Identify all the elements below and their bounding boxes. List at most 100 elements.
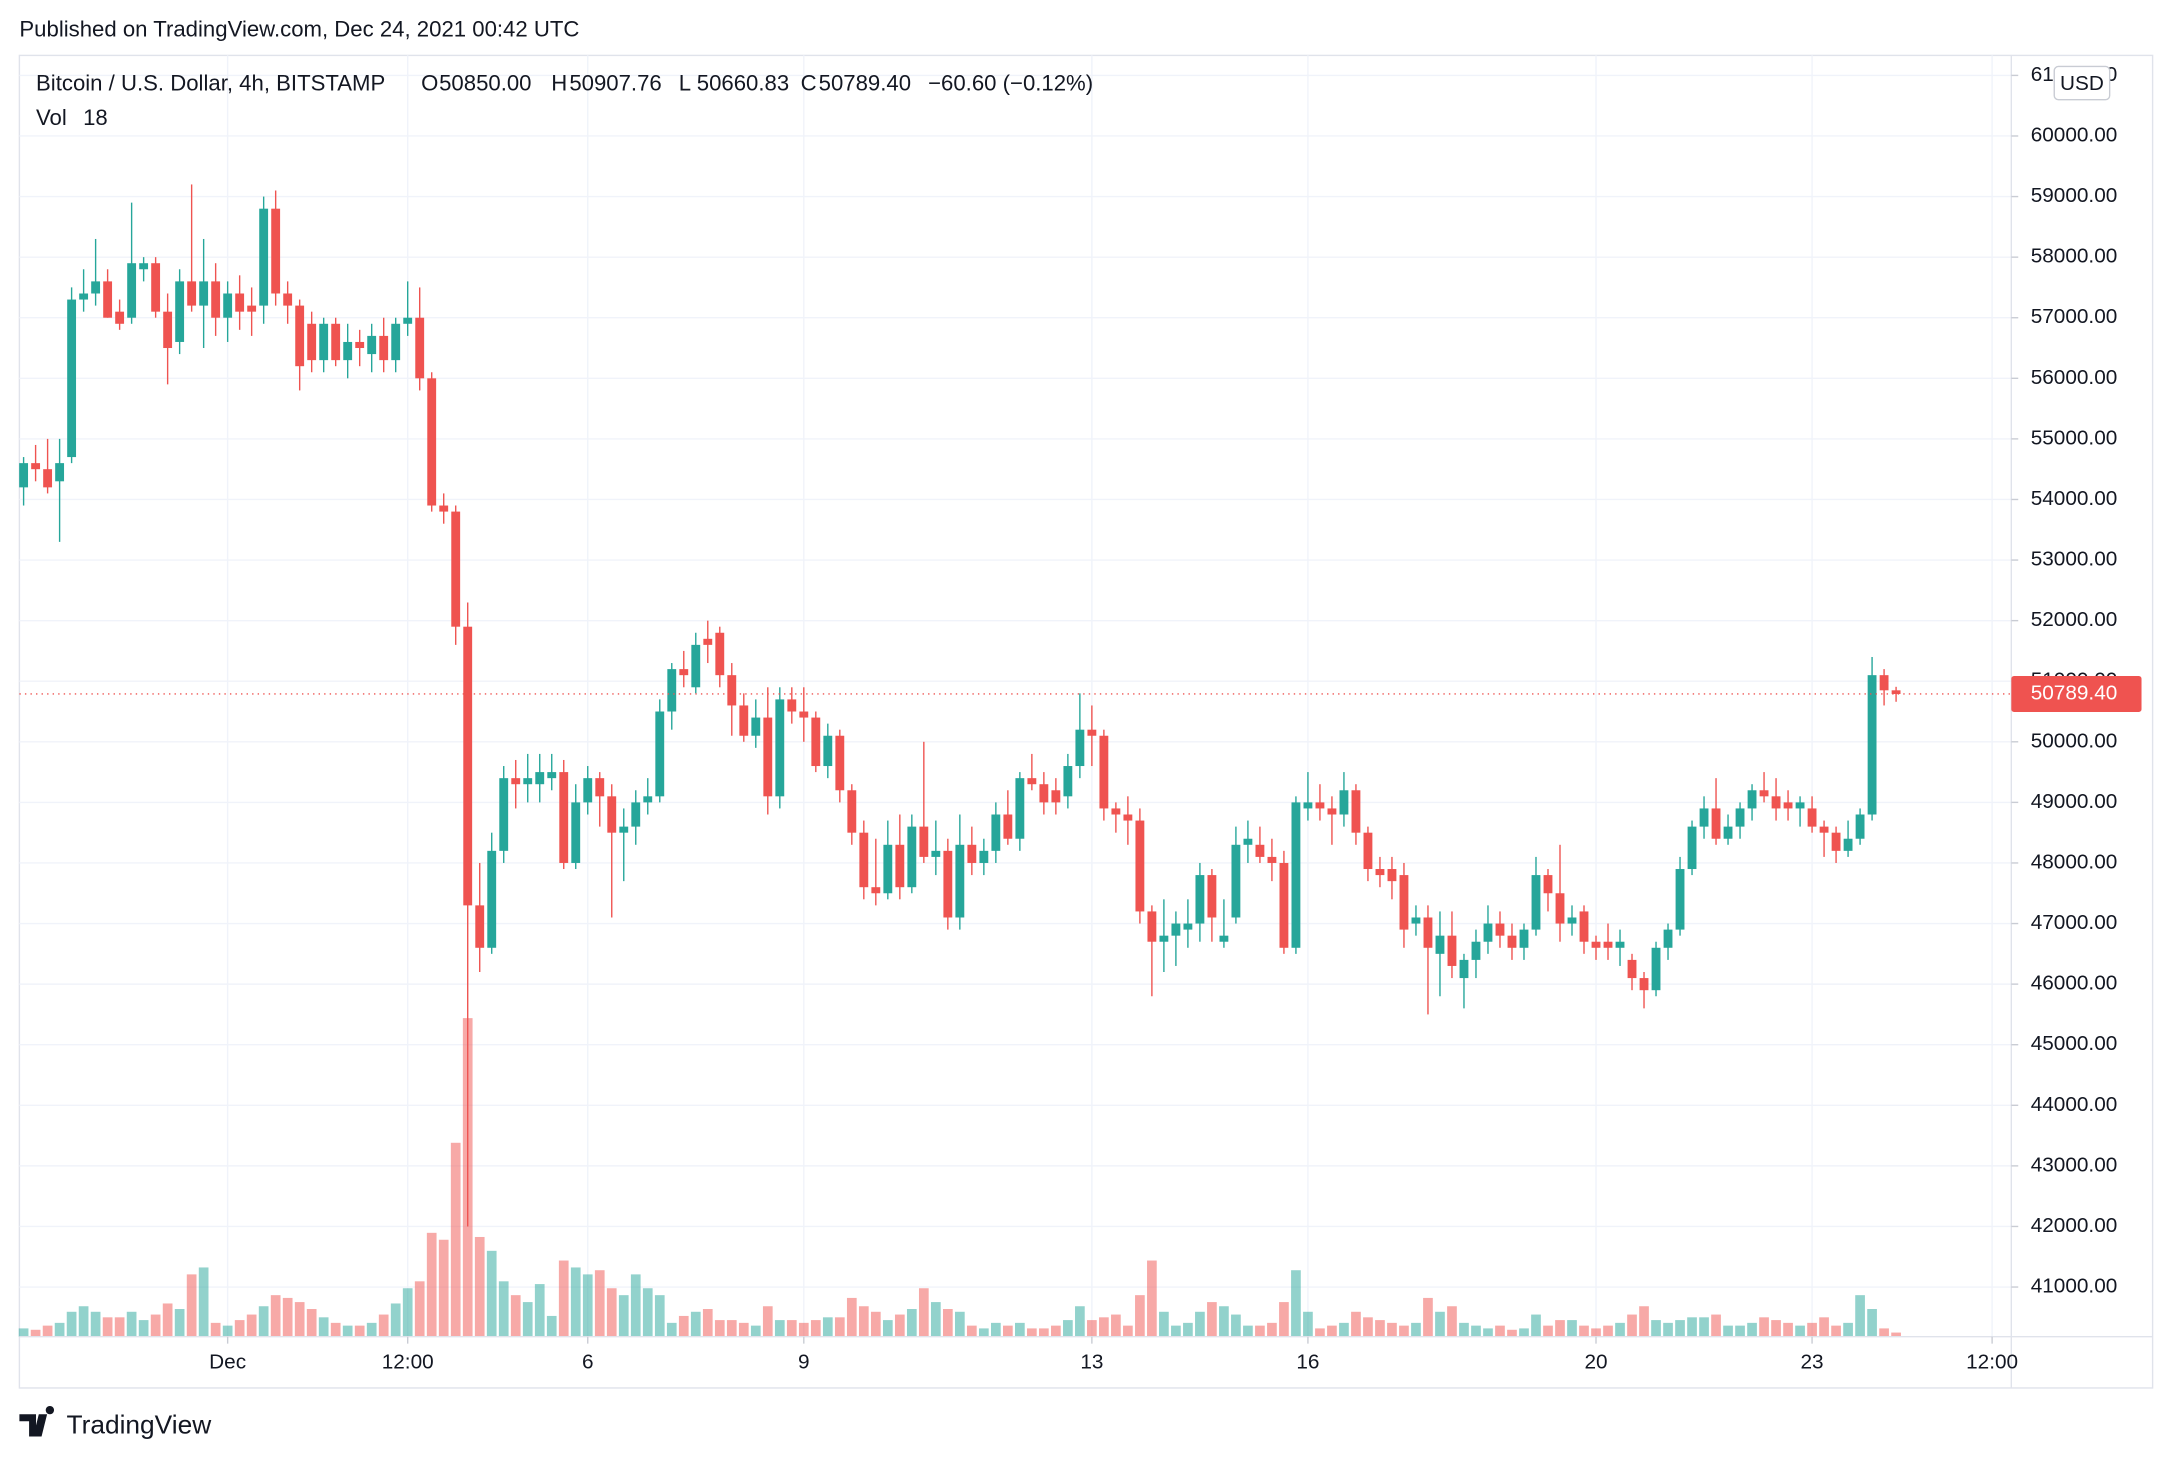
- candle-body: [223, 293, 233, 318]
- volume-bar: [1147, 1260, 1157, 1337]
- volume-bar: [906, 1309, 917, 1337]
- volume-bar: [1771, 1320, 1781, 1337]
- volume-bar: [282, 1297, 293, 1337]
- volume-bar: [1435, 1311, 1445, 1337]
- x-tick-label: 16: [1296, 1351, 1319, 1374]
- candle-body: [775, 699, 785, 797]
- candle-body: [871, 887, 881, 894]
- volume-bar: [1039, 1328, 1049, 1337]
- candle-body: [1807, 808, 1817, 827]
- candle-body: [1615, 941, 1625, 948]
- volume-bar: [810, 1320, 821, 1337]
- volume-bar: [1015, 1322, 1025, 1337]
- candle-body: [1891, 690, 1901, 694]
- volume-bar: [1363, 1317, 1373, 1337]
- candle-body: [1015, 778, 1025, 839]
- volume-bar: [1459, 1322, 1469, 1337]
- volume-bar: [786, 1320, 797, 1337]
- candle-body: [1039, 784, 1049, 803]
- candle-body: [1063, 766, 1073, 797]
- volume-bar: [1411, 1322, 1421, 1337]
- candle-body: [727, 675, 737, 706]
- volume-bar: [642, 1288, 653, 1337]
- candle-body: [103, 281, 113, 318]
- volume-bar: [222, 1325, 233, 1337]
- volume-bar: [1123, 1325, 1133, 1337]
- axes: 41000.00 42000.00 43000.00 44000.00 45000.00…: [19, 63, 2142, 1374]
- candle-body: [1567, 917, 1577, 924]
- candle-body: [403, 317, 413, 324]
- volume-bar: [678, 1315, 689, 1337]
- candle-body: [1879, 675, 1889, 691]
- volume-bar: [126, 1311, 137, 1337]
- volume-bar: [762, 1306, 773, 1337]
- volume-bar: [294, 1302, 305, 1337]
- y-tick-label: 52000.00: [2031, 608, 2118, 631]
- grid: [19, 55, 2012, 1337]
- volume-bar: [1855, 1295, 1865, 1337]
- volume-bar: [630, 1274, 641, 1337]
- volume-bar: [594, 1270, 605, 1337]
- volume-bar: [1783, 1322, 1793, 1337]
- candle-body: [307, 323, 317, 361]
- volume-bar: [1243, 1325, 1253, 1337]
- candle-body: [1195, 875, 1205, 924]
- volume-bar: [966, 1325, 977, 1337]
- volume-bar: [654, 1295, 665, 1337]
- volume-bar: [1807, 1322, 1817, 1337]
- candle-body: [955, 844, 965, 918]
- candle-body: [463, 626, 473, 906]
- candle-body: [1003, 814, 1013, 839]
- volume-bar: [1399, 1325, 1409, 1337]
- candle-body: [55, 463, 65, 482]
- volume-bar: [1471, 1325, 1481, 1337]
- candle-body: [1375, 869, 1385, 876]
- ohlc-value: 50660.83: [697, 70, 789, 95]
- volume-bar: [138, 1320, 149, 1337]
- volume-bar: [894, 1314, 905, 1337]
- candle-body: [391, 323, 401, 361]
- y-tick-label: 45000.00: [2031, 1032, 2118, 1055]
- volume-bar: [570, 1267, 581, 1337]
- candle-body: [1759, 790, 1769, 797]
- candle-body: [847, 790, 857, 833]
- volume-bar: [1687, 1317, 1697, 1337]
- volume-bar: [558, 1260, 569, 1337]
- volume-bar: [402, 1288, 413, 1337]
- candle-body: [919, 826, 929, 857]
- candle-body: [1279, 862, 1289, 948]
- candle-body: [1771, 796, 1781, 809]
- volume-bar: [618, 1295, 629, 1337]
- volume-bar: [450, 1142, 461, 1337]
- candle-body: [1087, 729, 1097, 736]
- candle-body: [211, 281, 221, 318]
- volume-bar: [1627, 1314, 1637, 1337]
- candle-body: [1711, 808, 1721, 839]
- candle-body: [199, 281, 209, 306]
- candle-body: [1255, 844, 1265, 857]
- candle-body: [1843, 838, 1853, 851]
- candle-body: [739, 705, 749, 736]
- volume-bar: [1447, 1306, 1457, 1337]
- volume-bar: [234, 1320, 245, 1337]
- candle-body: [1123, 814, 1133, 821]
- currency-label[interactable]: USD: [2060, 72, 2104, 95]
- volume-bar: [1507, 1329, 1517, 1337]
- ohlc-value: 50907.76: [569, 70, 661, 95]
- volume-bar: [978, 1328, 989, 1337]
- volume-bar: [114, 1317, 125, 1337]
- candle-body: [859, 832, 869, 888]
- candle-body: [1483, 923, 1493, 942]
- volume-bar: [1171, 1325, 1181, 1337]
- volume-bar: [246, 1314, 257, 1337]
- candle-body: [367, 335, 377, 355]
- candle-body: [943, 850, 953, 918]
- volume-bar: [498, 1281, 509, 1337]
- candle-body: [331, 323, 341, 361]
- candle-body: [547, 772, 557, 779]
- candle-body: [487, 850, 497, 948]
- y-tick-label: 42000.00: [2031, 1214, 2118, 1237]
- candle-body: [1795, 802, 1805, 809]
- candle-body: [1303, 802, 1313, 809]
- candle-body: [1075, 729, 1085, 767]
